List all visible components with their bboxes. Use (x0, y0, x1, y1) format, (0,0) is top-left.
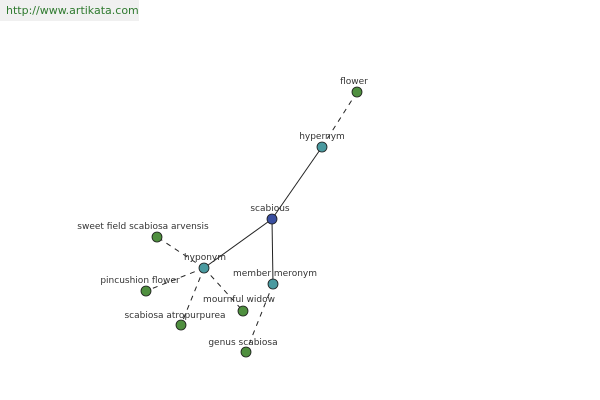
node-mournful-widow[interactable] (237, 305, 249, 317)
edge-scabious-to-hyponym (203, 218, 273, 269)
node-sweet-field-scabiosa-arvensis[interactable] (151, 231, 163, 243)
source-link[interactable]: http://www.artikata.com (6, 4, 139, 17)
edge-hyponym-to-pincushion-flower (145, 267, 205, 292)
label-hyponym: hyponym (184, 253, 226, 263)
label-sweet-field-scabiosa-arvensis: sweet field scabiosa arvensis (77, 222, 209, 232)
node-flower[interactable] (351, 86, 363, 98)
edge-hypernym-to-flower (321, 91, 358, 148)
label-pincushion-flower: pincushion flower (100, 276, 180, 286)
source-banner: http://www.artikata.com (0, 0, 139, 21)
edge-scabious-to-hypernym (271, 146, 323, 220)
label-scabious: scabious (250, 204, 290, 214)
label-mournful-widow: mournful widow (203, 295, 275, 305)
node-genus-scabiosa[interactable] (240, 346, 252, 358)
label-genus-scabiosa: genus scabiosa (208, 338, 277, 348)
edge-member-meronym-to-genus-scabiosa (245, 283, 274, 353)
node-pincushion-flower[interactable] (140, 285, 152, 297)
edges-layer (145, 91, 358, 353)
edge-scabious-to-member-meronym (271, 218, 274, 285)
node-hypernym[interactable] (316, 141, 328, 153)
node-hyponym[interactable] (198, 262, 210, 274)
nodes-layer (140, 86, 363, 358)
label-member-meronym: member meronym (233, 269, 317, 279)
label-scabiosa-atropurpurea: scabiosa atropurpurea (124, 311, 225, 321)
label-hypernym: hypernym (299, 132, 345, 142)
node-scabiosa-atropurpurea[interactable] (175, 319, 187, 331)
edge-hyponym-to-scabiosa-atropurpurea (180, 267, 205, 326)
node-member-meronym[interactable] (267, 278, 279, 290)
node-scabious[interactable] (266, 213, 278, 225)
labels-layer: flower hypernym scabious hyponym member mero… (77, 77, 368, 348)
label-flower: flower (340, 77, 368, 87)
